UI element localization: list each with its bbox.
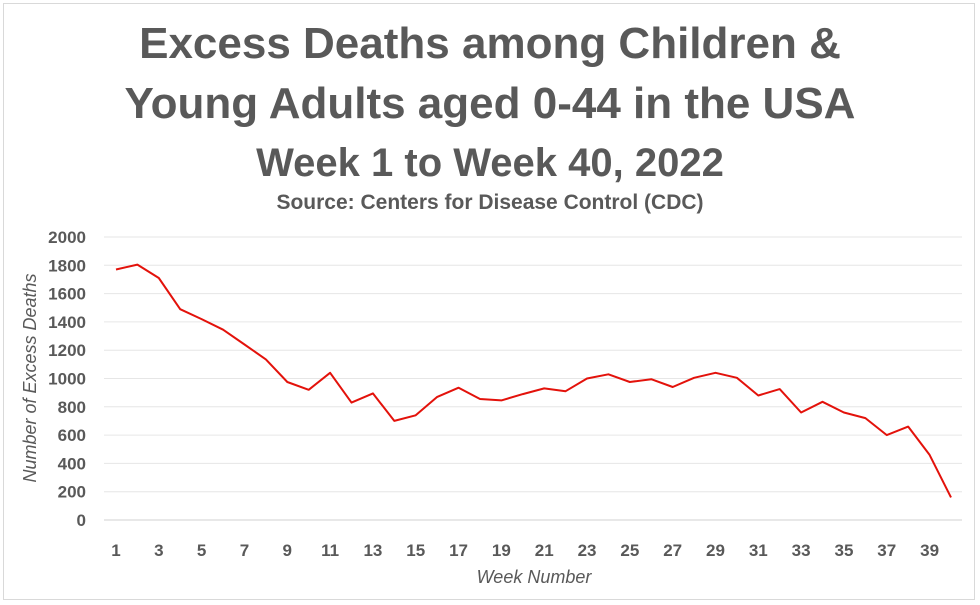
y-tick-label: 1600 <box>48 285 86 304</box>
chart-frame <box>3 3 975 600</box>
y-axis-label: Number of Excess Deaths <box>20 273 40 482</box>
y-tick-label: 2000 <box>48 228 86 247</box>
x-tick-label: 1 <box>111 541 120 560</box>
gridlines <box>104 236 962 521</box>
y-tick-label: 1000 <box>48 370 86 389</box>
series-group <box>115 263 952 498</box>
x-tick-label: 7 <box>240 541 249 560</box>
x-tick-label: 29 <box>706 541 725 560</box>
y-tick-label: 600 <box>58 426 86 445</box>
x-tick-label: 35 <box>834 541 853 560</box>
x-tick-label: 11 <box>321 541 339 560</box>
x-tick-label: 13 <box>363 541 382 560</box>
x-tick-label: 31 <box>749 541 768 560</box>
x-axis-ticks: 1 3 5 7 9 11 13 15 17 19 21 23 25 27 29 31 33 35 37 39 <box>111 541 939 560</box>
x-tick-label: 5 <box>197 541 206 560</box>
y-tick-label: 400 <box>58 454 86 473</box>
y-tick-label: 1800 <box>48 256 86 275</box>
x-tick-label: 27 <box>663 541 682 560</box>
y-tick-label: 1400 <box>48 313 86 332</box>
x-tick-label: 15 <box>406 541 425 560</box>
y-tick-label: 0 <box>77 511 86 530</box>
x-tick-label: 39 <box>920 541 939 560</box>
y-tick-label: 200 <box>58 483 86 502</box>
x-tick-label: 9 <box>283 541 292 560</box>
x-tick-label: 21 <box>535 541 554 560</box>
y-axis-ticks: 0 200 400 600 800 1000 1200 1400 1600 1800 2000 <box>48 228 86 530</box>
series-line-1 <box>115 263 952 498</box>
title-line-3: Week 1 to Week 40, 2022 <box>256 141 724 185</box>
x-axis-label: Week Number <box>477 567 593 587</box>
x-tick-label: 23 <box>578 541 597 560</box>
x-tick-label: 19 <box>492 541 511 560</box>
x-tick-label: 25 <box>620 541 639 560</box>
title-line-2: Young Adults aged 0-44 in the USA <box>124 79 856 128</box>
x-tick-label: 33 <box>792 541 811 560</box>
title-line-1: Excess Deaths among Children & <box>139 19 841 68</box>
y-tick-label: 800 <box>58 398 86 417</box>
x-tick-label: 37 <box>877 541 896 560</box>
x-tick-label: 3 <box>154 541 163 560</box>
chart-subtitle: Source: Centers for Disease Control (CDC… <box>276 191 704 214</box>
x-tick-label: 17 <box>449 541 468 560</box>
y-tick-label: 1200 <box>48 341 86 360</box>
